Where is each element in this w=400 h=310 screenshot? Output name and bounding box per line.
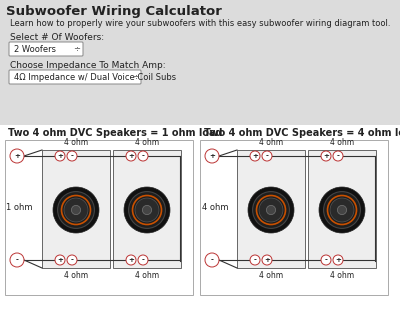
Text: Select # Of Woofers:: Select # Of Woofers: (10, 33, 104, 42)
Text: -: - (70, 257, 74, 263)
Circle shape (138, 151, 148, 161)
Circle shape (330, 198, 354, 222)
Bar (237, 150, 305, 268)
Text: -: - (142, 257, 144, 263)
Text: 4 ohm: 4 ohm (259, 271, 283, 280)
Text: -: - (142, 153, 144, 159)
Text: +: + (14, 153, 20, 159)
Circle shape (250, 255, 260, 265)
Circle shape (266, 206, 276, 215)
Circle shape (67, 255, 77, 265)
Circle shape (55, 255, 65, 265)
Circle shape (205, 149, 219, 163)
Text: Two 4 ohm DVC Speakers = 4 ohm load: Two 4 ohm DVC Speakers = 4 ohm load (204, 128, 400, 138)
Text: -: - (70, 153, 74, 159)
Circle shape (126, 151, 136, 161)
Circle shape (262, 151, 272, 161)
Circle shape (333, 255, 343, 265)
Text: 4 ohm: 4 ohm (135, 271, 159, 280)
Bar (200, 140, 388, 295)
Bar (113, 150, 181, 268)
Text: -: - (210, 257, 214, 263)
Circle shape (324, 192, 360, 228)
Circle shape (142, 206, 152, 215)
Text: -: - (336, 153, 340, 159)
Circle shape (319, 187, 365, 233)
Circle shape (72, 206, 80, 215)
Circle shape (337, 206, 346, 215)
Circle shape (253, 192, 289, 228)
FancyBboxPatch shape (9, 42, 83, 56)
Text: 4 ohm: 4 ohm (330, 271, 354, 280)
Circle shape (124, 187, 170, 233)
Circle shape (259, 198, 283, 222)
Circle shape (135, 198, 159, 222)
Bar (308, 150, 376, 268)
Circle shape (64, 198, 88, 222)
Text: +: + (252, 153, 258, 159)
Bar (5, 140, 193, 295)
Circle shape (321, 255, 331, 265)
Circle shape (262, 255, 272, 265)
Text: +: + (264, 257, 270, 263)
Text: 4 ohm: 4 ohm (330, 138, 354, 147)
Text: 4 ohm: 4 ohm (64, 271, 88, 280)
Text: Subwoofer Wiring Calculator: Subwoofer Wiring Calculator (6, 6, 222, 19)
Text: +: + (128, 153, 134, 159)
Text: 4 ohm: 4 ohm (202, 203, 228, 212)
Text: -: - (254, 257, 256, 263)
Circle shape (10, 253, 24, 267)
Circle shape (55, 151, 65, 161)
Text: 2 Woofers: 2 Woofers (14, 45, 56, 54)
Circle shape (126, 255, 136, 265)
FancyBboxPatch shape (9, 70, 141, 84)
Text: -: - (324, 257, 328, 263)
Text: 4Ω Impedance w/ Dual Voice Coil Subs: 4Ω Impedance w/ Dual Voice Coil Subs (14, 73, 176, 82)
Circle shape (67, 151, 77, 161)
Circle shape (53, 187, 99, 233)
Text: -: - (16, 257, 18, 263)
Text: +: + (209, 153, 215, 159)
Bar (0, 125, 400, 310)
Circle shape (250, 151, 260, 161)
Circle shape (321, 151, 331, 161)
Circle shape (248, 187, 294, 233)
Text: ÷: ÷ (74, 45, 80, 54)
Text: +: + (128, 257, 134, 263)
Text: +: + (57, 153, 63, 159)
Text: Choose Impedance To Match Amp:: Choose Impedance To Match Amp: (10, 60, 166, 69)
Circle shape (129, 192, 166, 228)
Text: 4 ohm: 4 ohm (64, 138, 88, 147)
Text: +: + (323, 153, 329, 159)
Bar (42, 150, 110, 268)
Text: Two 4 ohm DVC Speakers = 1 ohm load: Two 4 ohm DVC Speakers = 1 ohm load (8, 128, 222, 138)
Text: 4 ohm: 4 ohm (259, 138, 283, 147)
Text: +: + (57, 257, 63, 263)
Text: Learn how to properly wire your subwoofers with this easy subwoofer wiring diagr: Learn how to properly wire your subwoofe… (10, 19, 390, 28)
Circle shape (333, 151, 343, 161)
Text: 1 ohm: 1 ohm (6, 203, 32, 212)
Circle shape (10, 149, 24, 163)
Circle shape (138, 255, 148, 265)
Circle shape (58, 192, 94, 228)
Text: -: - (266, 153, 268, 159)
Text: 4 ohm: 4 ohm (135, 138, 159, 147)
Text: ÷: ÷ (132, 73, 140, 82)
Circle shape (205, 253, 219, 267)
Text: +: + (335, 257, 341, 263)
